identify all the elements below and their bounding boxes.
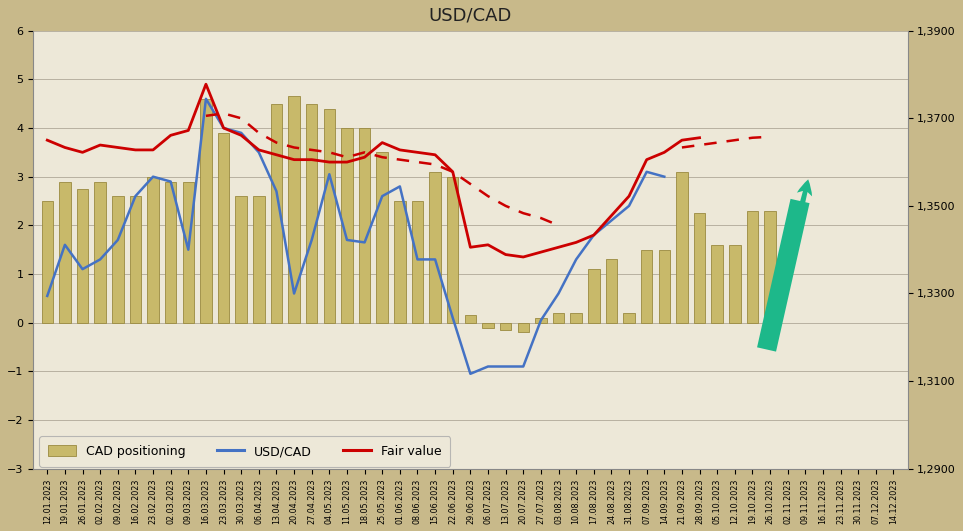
Bar <box>377 152 388 323</box>
Bar <box>94 182 106 323</box>
Bar <box>553 313 564 323</box>
Bar <box>570 313 582 323</box>
Bar <box>429 172 441 323</box>
Bar <box>394 201 405 323</box>
Bar <box>341 128 352 323</box>
Bar <box>464 315 476 323</box>
Bar <box>218 133 229 323</box>
Bar <box>588 269 600 323</box>
Bar <box>676 172 688 323</box>
Bar <box>306 104 318 323</box>
Bar <box>482 323 494 328</box>
Bar <box>535 318 547 323</box>
Bar <box>447 177 458 323</box>
Legend: CAD positioning, USD/CAD, Fair value: CAD positioning, USD/CAD, Fair value <box>39 436 450 467</box>
Bar <box>606 260 617 323</box>
Bar <box>165 182 176 323</box>
Bar <box>41 201 53 323</box>
Bar <box>112 196 123 323</box>
Bar <box>288 96 299 323</box>
Bar <box>712 245 723 323</box>
Bar <box>147 177 159 323</box>
Bar <box>59 182 70 323</box>
Bar <box>271 104 282 323</box>
Bar <box>77 189 89 323</box>
Bar <box>200 99 212 323</box>
Bar <box>693 213 705 323</box>
Bar <box>253 196 265 323</box>
Bar <box>183 182 194 323</box>
Bar <box>729 245 741 323</box>
Bar <box>746 211 758 323</box>
Bar <box>500 323 511 330</box>
Bar <box>236 196 247 323</box>
Bar <box>641 250 652 323</box>
Title: USD/CAD: USD/CAD <box>429 7 512 25</box>
Bar <box>130 196 142 323</box>
Bar <box>412 201 423 323</box>
Bar <box>623 313 635 323</box>
Bar <box>765 211 776 323</box>
Bar <box>359 128 371 323</box>
Bar <box>659 250 670 323</box>
Bar <box>517 323 529 332</box>
Bar <box>324 108 335 323</box>
